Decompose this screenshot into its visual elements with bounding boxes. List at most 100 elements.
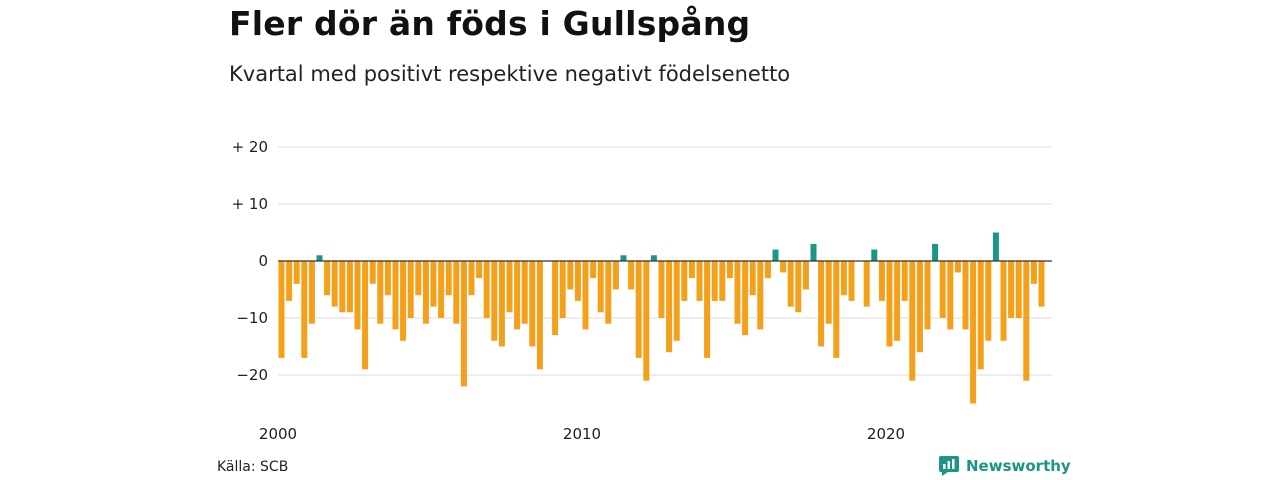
bar [757, 261, 764, 330]
bar [438, 261, 445, 318]
bar [597, 261, 604, 313]
grid-lines [278, 146, 1052, 376]
bar [939, 261, 946, 318]
brand-name: Newsworthy [966, 457, 1071, 475]
bar [1015, 261, 1022, 318]
bar [901, 261, 908, 301]
bar [476, 261, 483, 279]
bar [468, 261, 475, 296]
bar [742, 261, 749, 336]
bar [362, 261, 369, 370]
bar [673, 261, 680, 341]
brand-logo: Newsworthy [938, 455, 1071, 477]
bar [392, 261, 399, 330]
bar [567, 261, 574, 290]
bar [780, 261, 787, 273]
bar [612, 261, 619, 290]
bar [521, 261, 528, 324]
bar [977, 261, 984, 370]
bar [749, 261, 756, 296]
bar [711, 261, 718, 301]
bar [1000, 261, 1007, 341]
bar [795, 261, 802, 313]
bar [947, 261, 954, 330]
bar [286, 261, 293, 301]
bar [498, 261, 505, 347]
bar [696, 261, 703, 301]
bar [582, 261, 589, 330]
bar [772, 249, 779, 261]
bar [506, 261, 513, 313]
bar [688, 261, 695, 279]
bar [430, 261, 437, 307]
bar [924, 261, 931, 330]
bar [536, 261, 543, 370]
x-tick-label: 2020 [867, 425, 905, 443]
bar [407, 261, 414, 318]
bar [559, 261, 566, 318]
bar [863, 261, 870, 307]
y-tick-label: + 20 [232, 138, 268, 156]
x-tick-label: 2000 [259, 425, 297, 443]
bar [840, 261, 847, 296]
bar [916, 261, 923, 353]
bar [871, 249, 878, 261]
bars [278, 232, 1045, 404]
y-tick-label: + 10 [232, 195, 268, 213]
bar [422, 261, 429, 324]
bar [787, 261, 794, 307]
bar [354, 261, 361, 330]
bar [802, 261, 809, 290]
bar [1038, 261, 1045, 307]
x-tick-label: 2010 [563, 425, 601, 443]
bar [301, 261, 308, 358]
y-tick-label: 0 [258, 252, 268, 270]
bar [954, 261, 961, 273]
bar [620, 255, 627, 261]
chart-title: Fler dör än föds i Gullspång [229, 4, 751, 43]
bar [726, 261, 733, 279]
bar [878, 261, 885, 301]
bar [643, 261, 650, 381]
y-tick-label: −10 [236, 309, 268, 327]
bar [415, 261, 422, 296]
bar [346, 261, 353, 313]
bar [316, 255, 323, 261]
bar [552, 261, 559, 336]
bar [909, 261, 916, 381]
bar [764, 261, 771, 279]
bar [529, 261, 536, 347]
bar [704, 261, 711, 358]
bar [734, 261, 741, 324]
bar [666, 261, 673, 353]
chart-subtitle: Kvartal med positivt respektive negativt… [229, 62, 791, 86]
bar [369, 261, 376, 284]
bar [818, 261, 825, 347]
bar [324, 261, 331, 296]
bar [483, 261, 490, 318]
bar [848, 261, 855, 301]
bar [992, 232, 999, 261]
bar [331, 261, 338, 307]
x-axis-ticks: 2000 2010 2020 [259, 425, 905, 443]
bar [293, 261, 300, 284]
y-tick-label: −20 [236, 366, 268, 384]
bar [810, 243, 817, 261]
bar [681, 261, 688, 301]
bar [1030, 261, 1037, 284]
bar [719, 261, 726, 301]
bar [970, 261, 977, 404]
bar [650, 255, 657, 261]
bar [932, 243, 939, 261]
bar [514, 261, 521, 330]
source-note: Källa: SCB [217, 459, 289, 475]
bar [453, 261, 460, 324]
bar [825, 261, 832, 324]
bar [1008, 261, 1015, 318]
bar [833, 261, 840, 358]
bar [1023, 261, 1030, 381]
bar [658, 261, 665, 318]
bar [308, 261, 315, 324]
bar [278, 261, 285, 358]
